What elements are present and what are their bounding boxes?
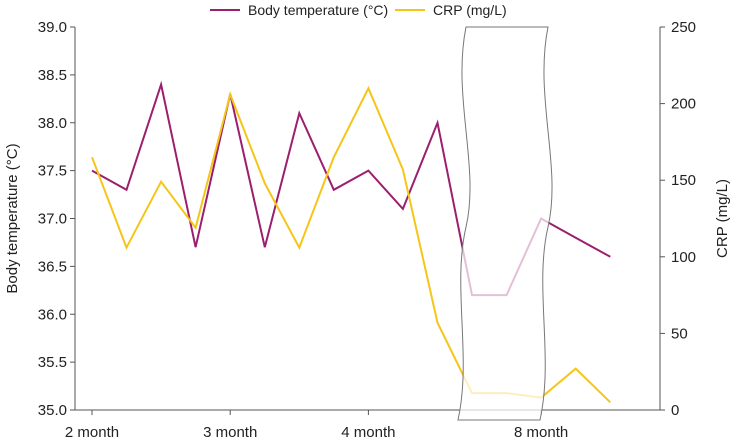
y-right-tick-label: 0 [671, 402, 679, 419]
y-left-axis-title: Body temperature (°C) [4, 143, 21, 293]
y-right-tick-label: 250 [671, 19, 696, 36]
y-left-tick-label: 38.0 [38, 115, 67, 132]
y-left-tick-label: 36.0 [38, 306, 67, 323]
y-right-axis-title: CRP (mg/L) [714, 179, 731, 258]
y-left-tick-label: 37.5 [38, 163, 67, 180]
y-left-tick-label: 35.0 [38, 402, 67, 419]
y-left-tick-label: 37.0 [38, 211, 67, 228]
x-tick-label: 2 month [65, 424, 119, 438]
y-right-tick-label: 50 [671, 325, 688, 342]
y-left-tick-label: 35.5 [38, 354, 67, 371]
y-right-tick-label: 200 [671, 96, 696, 113]
y-left-tick-label: 36.5 [38, 258, 67, 275]
legend-label: CRP (mg/L) [433, 2, 507, 18]
axis-break-band [457, 26, 553, 421]
y-right-tick-label: 100 [671, 249, 696, 266]
y-left-tick-label: 38.5 [38, 67, 67, 84]
x-tick-label: 8 month [514, 424, 568, 438]
y-right-tick-label: 150 [671, 172, 696, 189]
legend-label: Body temperature (°C) [248, 2, 388, 18]
x-tick-label: 4 month [341, 424, 395, 438]
x-tick-label: 3 month [203, 424, 257, 438]
y-left-tick-label: 39.0 [38, 19, 67, 36]
